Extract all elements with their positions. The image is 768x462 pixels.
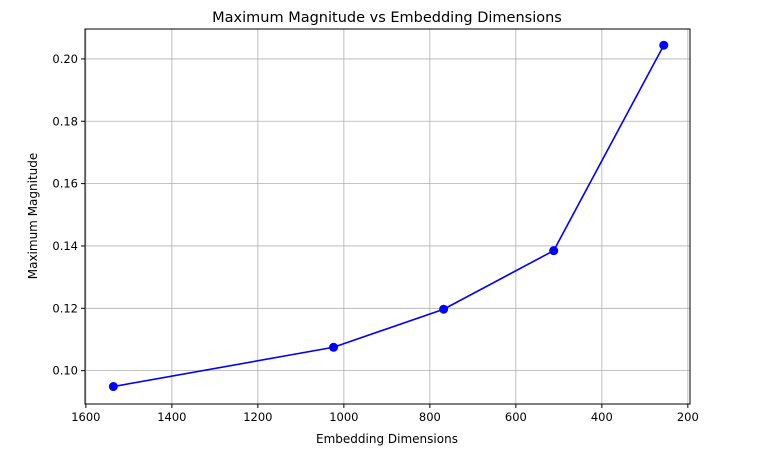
x-tick-label: 600 [505, 410, 527, 424]
y-tick-label: 0.20 [52, 52, 78, 66]
series-line [113, 44, 665, 388]
series [108, 40, 669, 392]
x-tick-label: 1000 [329, 410, 358, 424]
y-tick-label: 0.12 [52, 301, 78, 315]
data-point [329, 342, 339, 352]
x-tick-label: 1600 [71, 410, 100, 424]
data-point [659, 40, 669, 50]
chart-title: Maximum Magnitude vs Embedding Dimension… [212, 10, 562, 26]
x-tick-label: 800 [419, 410, 441, 424]
ticks: 1600 1400 1200 1000 800 600 400 200 0.10 0.12 0.14… [52, 52, 698, 424]
y-axis-label: Maximum Magnitude [26, 153, 40, 280]
y-tick-label: 0.10 [52, 364, 78, 378]
y-tick-label: 0.18 [52, 114, 78, 128]
data-point [549, 246, 559, 256]
x-axis-label: Embedding Dimensions [316, 432, 458, 446]
data-point [108, 382, 118, 392]
x-tick-label: 1400 [157, 410, 186, 424]
y-tick-label: 0.14 [52, 239, 78, 253]
plot-frame [84, 28, 691, 405]
x-tick-label: 400 [591, 410, 613, 424]
x-tick-label: 200 [677, 410, 699, 424]
x-tick-label: 1200 [243, 410, 272, 424]
data-point [439, 304, 449, 314]
y-tick-label: 0.16 [52, 177, 78, 191]
grid [85, 29, 690, 404]
